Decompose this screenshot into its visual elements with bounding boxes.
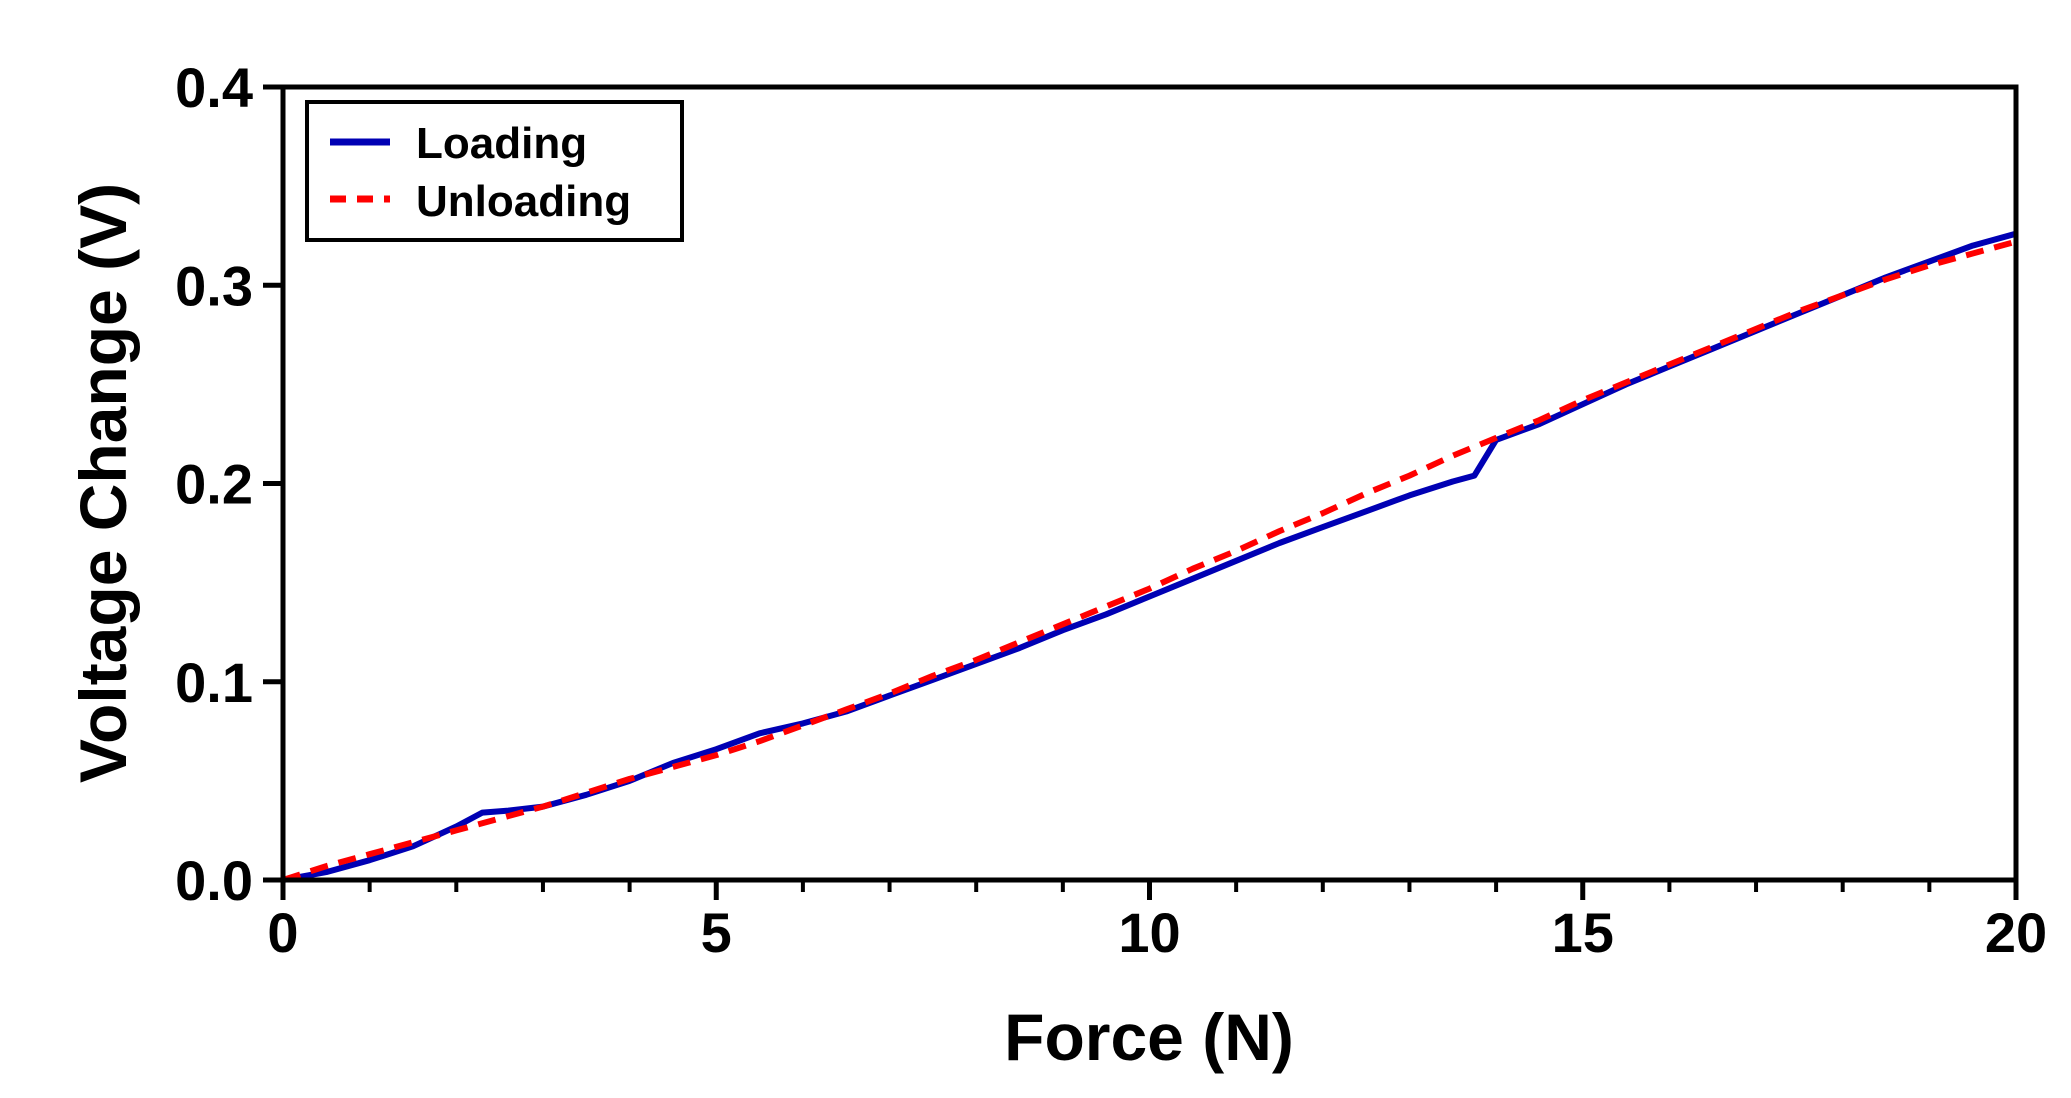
y-tick-label: 0.4 [175, 56, 253, 119]
plot-lines [282, 230, 2017, 883]
legend-box [305, 100, 684, 242]
y-axis-label: Voltage Change (V) [66, 183, 140, 783]
x-axis-label: Force (N) [1004, 1000, 1294, 1074]
legend-loading-label: Loading [416, 119, 587, 168]
legend-unloading-label: Unloading [416, 177, 631, 226]
y-tick-label: 0.3 [175, 254, 253, 317]
axes: 0 5 10 15 20 0.0 0.1 0.2 0.3 0.4 [175, 56, 2047, 964]
series-line-unloading [282, 238, 2017, 883]
x-tick-label: 20 [1985, 901, 2047, 964]
y-tick-label: 0.1 [175, 651, 253, 714]
y-tick-label: 0.0 [175, 849, 253, 912]
x-tick-label: 5 [701, 901, 732, 964]
legend: Loading Unloading [305, 100, 684, 242]
x-tick-label: 0 [267, 901, 298, 964]
x-tick-label: 15 [1552, 901, 1614, 964]
x-tick-label: 10 [1118, 901, 1180, 964]
y-tick-label: 0.2 [175, 453, 253, 516]
